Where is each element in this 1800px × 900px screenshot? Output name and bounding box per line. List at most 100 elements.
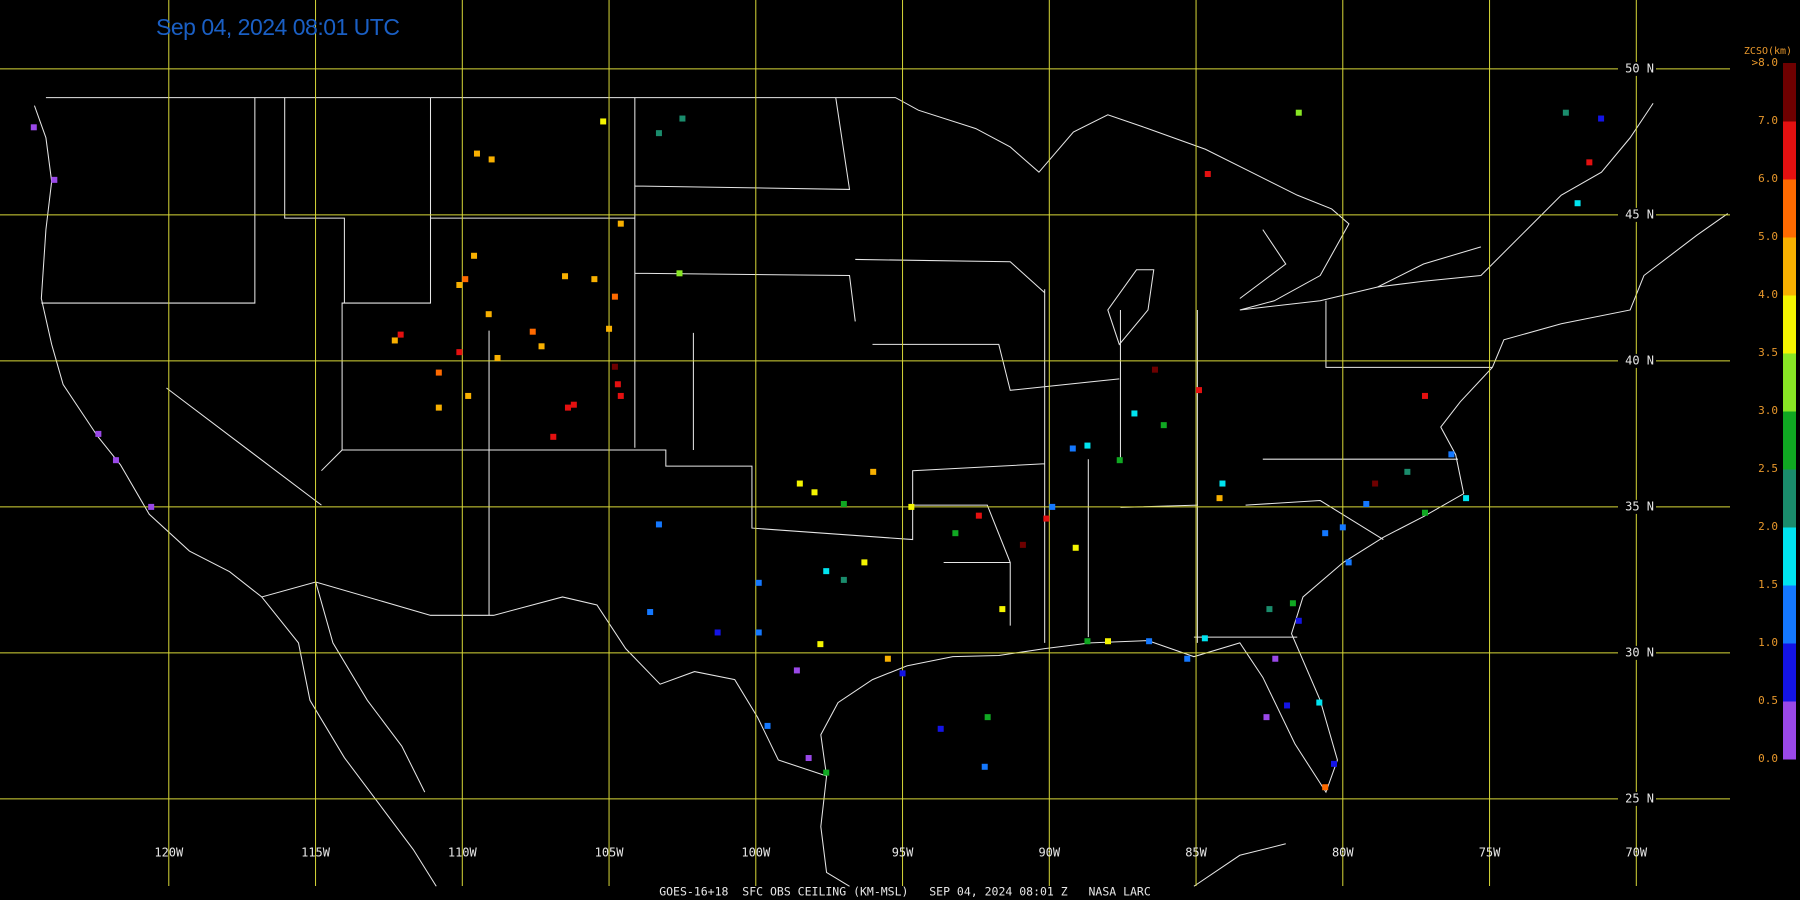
lon-label: 75W [1479, 846, 1501, 860]
label-backing [1618, 499, 1656, 514]
lat-label: 30 N [1625, 645, 1654, 659]
stations [30, 109, 1605, 791]
colorbar-bin [1783, 643, 1796, 702]
station-marker [564, 404, 571, 411]
station-marker [764, 722, 771, 729]
station-marker [1072, 544, 1079, 551]
lat-label: 25 N [1625, 791, 1654, 805]
colorbar-bin [1783, 527, 1796, 586]
colorbar-bin [1783, 701, 1796, 760]
station-marker [1448, 451, 1455, 458]
station-marker [456, 281, 463, 288]
colorbar-bin [1783, 237, 1796, 296]
lon-label: 95W [892, 846, 914, 860]
station-marker [676, 270, 683, 277]
station-marker [1372, 480, 1379, 487]
station-marker [1316, 699, 1323, 706]
station-marker [1339, 524, 1346, 531]
state-lines [41, 97, 1493, 643]
station-marker [600, 118, 607, 125]
lat-label: 40 N [1625, 353, 1654, 367]
station-marker [1289, 600, 1296, 607]
station-marker [679, 115, 686, 122]
colorbar-label: 2.0 [1758, 520, 1778, 533]
station-marker [1345, 559, 1352, 566]
canada-border [45, 97, 1654, 311]
label-backing [1618, 207, 1656, 222]
station-marker [591, 276, 598, 283]
colorbar-bin [1783, 179, 1796, 238]
station-marker [805, 755, 812, 762]
station-marker [975, 512, 982, 519]
station-marker [655, 521, 662, 528]
station-marker [755, 579, 762, 586]
station-marker [984, 714, 991, 721]
colorbar-label: 6.0 [1758, 172, 1778, 185]
station-marker [1272, 655, 1279, 662]
station-marker [1322, 530, 1329, 537]
station-marker [1284, 702, 1291, 709]
lon-label: 90W [1038, 846, 1060, 860]
colorbar-label: 0.0 [1758, 752, 1778, 765]
station-marker [1421, 392, 1428, 399]
station-marker [840, 500, 847, 507]
station-marker [1151, 366, 1158, 373]
station-marker [908, 503, 915, 510]
station-marker [529, 328, 536, 335]
lon-label: 120W [154, 846, 184, 860]
station-marker [1404, 468, 1411, 475]
station-marker [456, 349, 463, 356]
station-marker [1598, 115, 1605, 122]
station-marker [1295, 617, 1302, 624]
station-marker [1216, 495, 1223, 502]
colorbar-label: 0.5 [1758, 694, 1778, 707]
station-marker [1160, 422, 1167, 429]
station-marker [1184, 655, 1191, 662]
station-marker [471, 252, 478, 259]
colorbar-label: 2.5 [1758, 462, 1778, 475]
station-marker [611, 293, 618, 300]
graticule [0, 0, 1730, 886]
station-marker [1295, 109, 1302, 116]
station-marker [1322, 784, 1329, 791]
station-marker [999, 606, 1006, 613]
station-marker [937, 725, 944, 732]
colorbar-label: 1.5 [1758, 578, 1778, 591]
lon-label: 80W [1332, 846, 1354, 860]
station-marker [30, 124, 37, 131]
station-marker [606, 325, 613, 332]
station-marker [870, 468, 877, 475]
station-marker [714, 629, 721, 636]
colorbar-bin [1783, 353, 1796, 412]
lon-label: 105W [595, 846, 625, 860]
station-marker [899, 670, 906, 677]
station-marker [95, 430, 102, 437]
station-marker [1266, 606, 1273, 613]
station-marker [550, 433, 557, 440]
station-marker [1131, 410, 1138, 417]
coastlines-borders [33, 97, 1729, 887]
station-marker [1105, 638, 1111, 645]
colorbar-label: 1.0 [1758, 636, 1778, 649]
footer: GOES-16+18 SFC OBS CEILING (KM-MSL) SEP … [659, 885, 1151, 899]
station-marker [562, 273, 569, 280]
station-marker [1043, 515, 1050, 522]
station-marker [1084, 638, 1091, 645]
station-marker [793, 667, 800, 674]
lon-label: 115W [301, 846, 331, 860]
colorbar-label: 7.0 [1758, 114, 1778, 127]
station-marker [1084, 442, 1091, 449]
colorbar-bin [1783, 585, 1796, 644]
station-marker [1116, 457, 1123, 464]
station-marker [617, 220, 624, 227]
us-outline [33, 105, 1729, 794]
lon-label: 100W [741, 846, 771, 860]
station-marker [1019, 541, 1026, 548]
station-marker [397, 331, 404, 338]
station-marker [473, 150, 480, 157]
mexico-coast [261, 581, 1286, 887]
colorbar-label: >8.0 [1752, 56, 1779, 69]
station-marker [465, 392, 472, 399]
colorbar-bin [1783, 295, 1796, 354]
